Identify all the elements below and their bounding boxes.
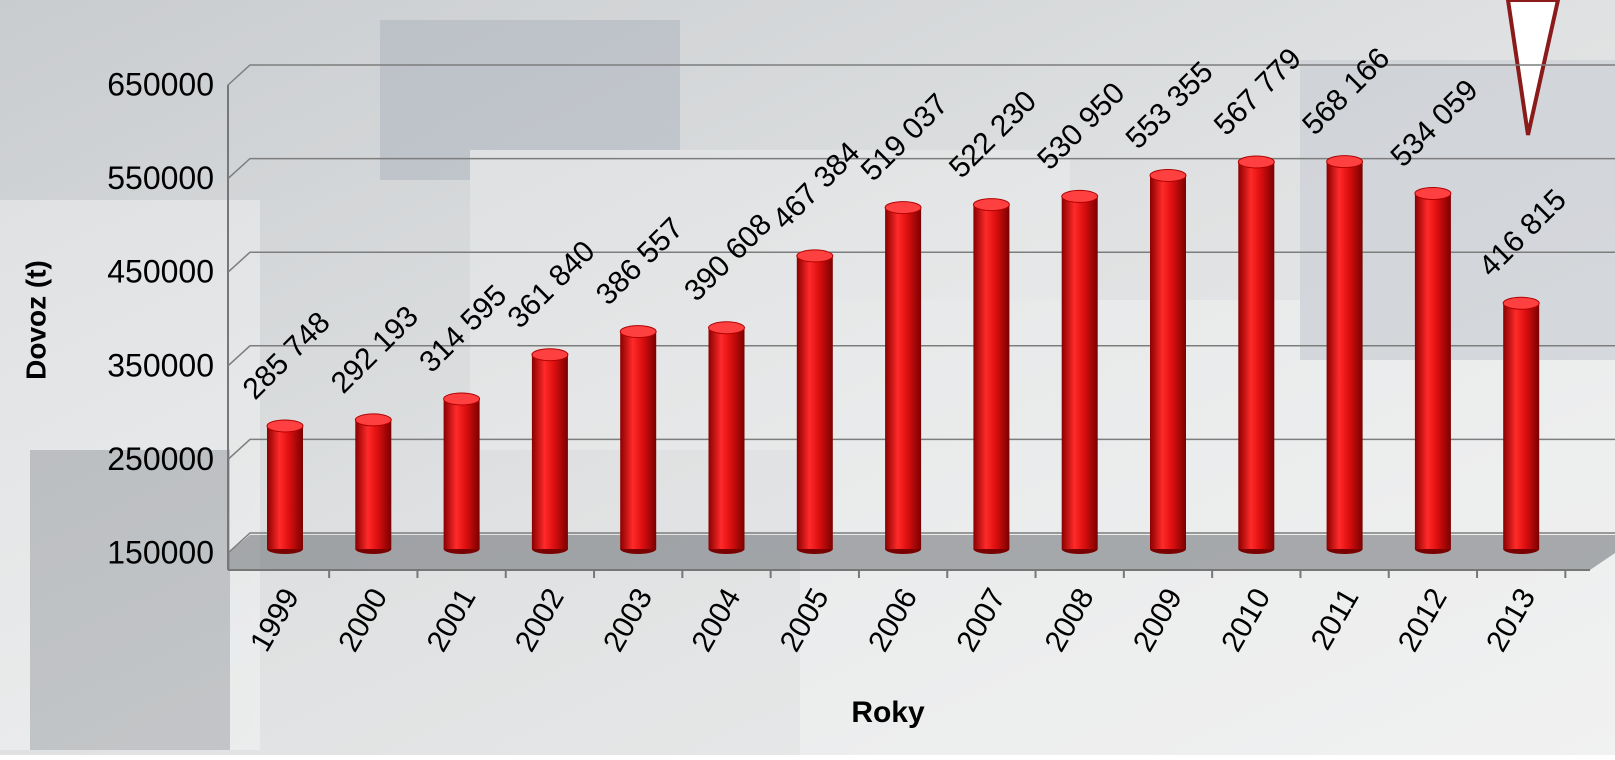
bar-cap [532, 349, 568, 361]
y-axis-title: Dovoz (t) [20, 260, 51, 380]
bar-cap [1327, 156, 1363, 168]
bar [1327, 162, 1363, 549]
bar [973, 205, 1009, 549]
y-tick-label: 650000 [107, 66, 214, 102]
bar [267, 426, 303, 549]
bar [620, 332, 656, 549]
bar-cap [1415, 188, 1451, 200]
bar-cap [797, 250, 833, 262]
y-tick-label: 450000 [107, 254, 214, 290]
y-tick-label: 250000 [107, 441, 214, 477]
y-tick-label: 350000 [107, 347, 214, 383]
page: Dovoz (t) Roky 150000 250000 350000 450000 5… [0, 0, 1615, 755]
bar [355, 420, 391, 549]
bar-cap [355, 414, 391, 426]
y-tick-label: 550000 [107, 160, 214, 196]
bar [1150, 175, 1186, 549]
bar-cap [885, 202, 921, 214]
bar-cap [1062, 190, 1098, 202]
bar-cap [1238, 156, 1274, 168]
chart: Dovoz (t) Roky 150000 250000 350000 450000 5… [0, 0, 1615, 755]
bar-cap [620, 326, 656, 338]
bar [1503, 303, 1539, 549]
bar-cap [709, 322, 745, 334]
bar [885, 208, 921, 549]
floor [228, 535, 1615, 570]
bar [1062, 196, 1098, 549]
bar-cap [1150, 169, 1186, 181]
bar [532, 355, 568, 549]
bar [1238, 162, 1274, 549]
bar [1415, 194, 1451, 549]
bar [444, 399, 480, 549]
bar-cap [1503, 297, 1539, 309]
bar [797, 256, 833, 549]
y-tick-label: 150000 [107, 534, 214, 570]
bar-cap [444, 393, 480, 405]
x-axis-title: Roky [851, 696, 925, 729]
bar-cap [973, 199, 1009, 211]
bar [709, 328, 745, 549]
bar-cap [267, 420, 303, 432]
